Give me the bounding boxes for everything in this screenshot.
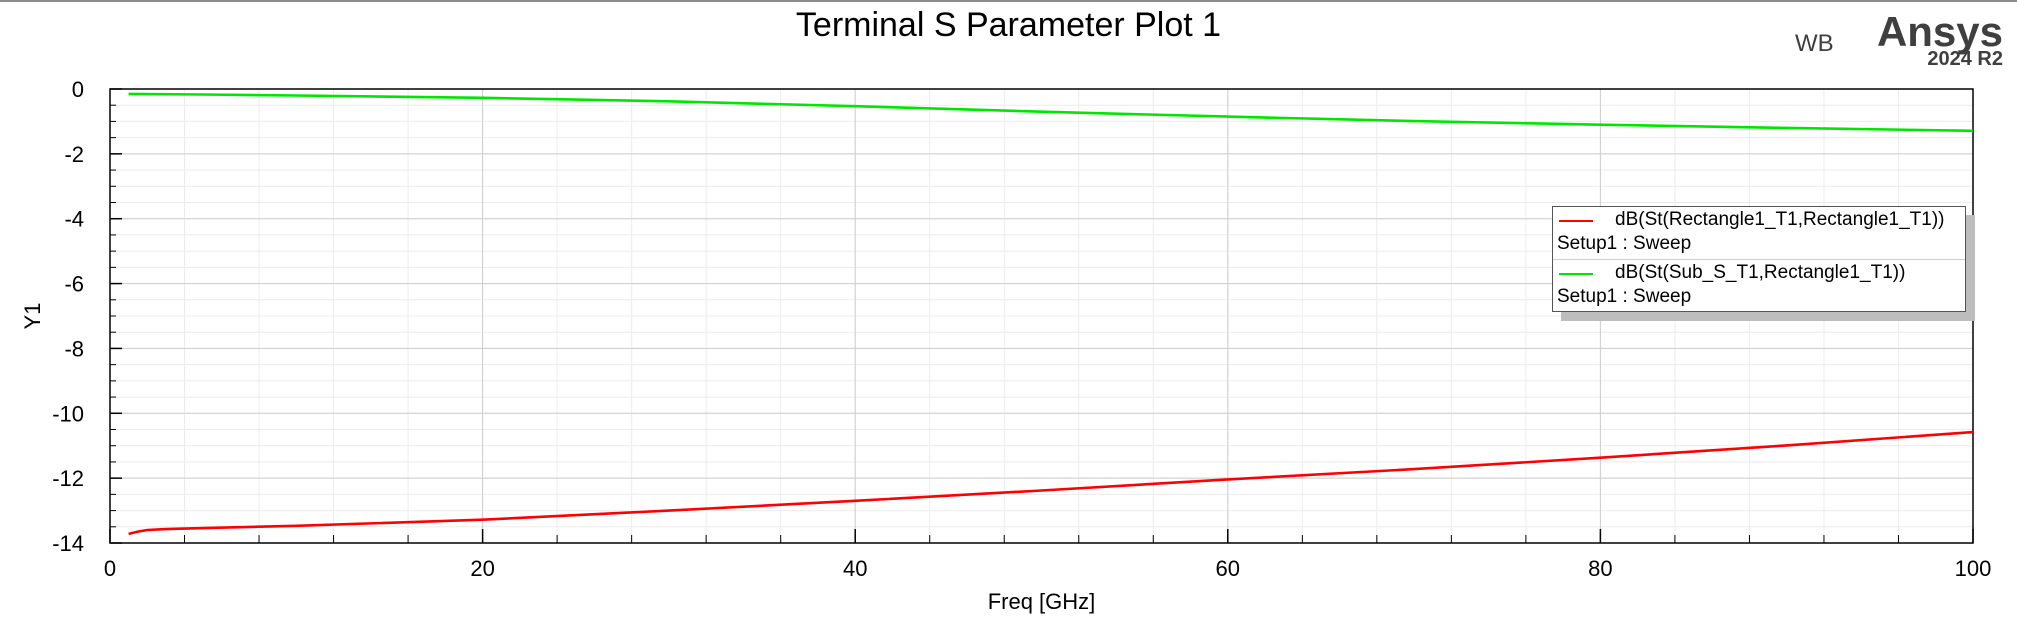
grid [109, 88, 1974, 544]
legend[interactable]: dB(St(Rectangle1_T1,Rectangle1_T1)) Setu… [1552, 206, 1966, 312]
y-tick-label: -2 [64, 142, 84, 167]
y-tick-label: 0 [72, 77, 84, 102]
series-line-0[interactable] [128, 430, 1974, 536]
y-axis-label: Y1 [20, 303, 45, 330]
series-lines [128, 92, 1974, 536]
tick-labels: 0 20 40 60 80 100 0 -2 -4 -6 -8 -10 -12 -14 [52, 77, 1991, 581]
legend-series-name: dB(St(Sub_S_T1,Rectangle1_T1)) [1615, 262, 1906, 283]
y-tick-label: -4 [64, 207, 84, 232]
legend-series-name: dB(St(Rectangle1_T1,Rectangle1_T1)) [1615, 209, 1945, 230]
y-tick-label: -8 [64, 336, 84, 361]
legend-setup-label: Setup1 : Sweep [1557, 233, 1692, 254]
y-tick-label: -14 [52, 531, 84, 556]
x-tick-label: 40 [843, 556, 867, 581]
x-tick-label: 60 [1216, 556, 1240, 581]
legend-entry-s21[interactable]: dB(St(Sub_S_T1,Rectangle1_T1)) Setup1 : … [1553, 259, 1965, 312]
legend-entry-s11[interactable]: dB(St(Rectangle1_T1,Rectangle1_T1)) Setu… [1553, 207, 1965, 259]
y-tick-label: -6 [64, 272, 84, 297]
logo-brand: Ansys [1876, 8, 2003, 55]
x-axis-label: Freq [GHz] [988, 589, 1096, 614]
legend-setup-label: Setup1 : Sweep [1557, 286, 1692, 307]
x-tick-label: 80 [1588, 556, 1612, 581]
x-tick-label: 20 [470, 556, 494, 581]
y-tick-label: -10 [52, 401, 84, 426]
y-tick-label: -12 [52, 466, 84, 491]
x-tick-label: 100 [1955, 556, 1992, 581]
logo-version: 2024 R2 [1927, 48, 2003, 70]
axis-ticks [109, 88, 1974, 544]
logo-wb: WB [1795, 30, 1834, 57]
ansys-logo: WB Ansys 2024 R2 [1783, 8, 2003, 72]
chart-title: Terminal S Parameter Plot 1 [795, 6, 1222, 44]
legend-swatch-s11 [1559, 220, 1593, 222]
series-line-1[interactable] [128, 92, 1974, 133]
x-tick-label: 0 [104, 556, 116, 581]
top-border [0, 0, 2017, 2]
legend-swatch-s21 [1559, 273, 1593, 275]
